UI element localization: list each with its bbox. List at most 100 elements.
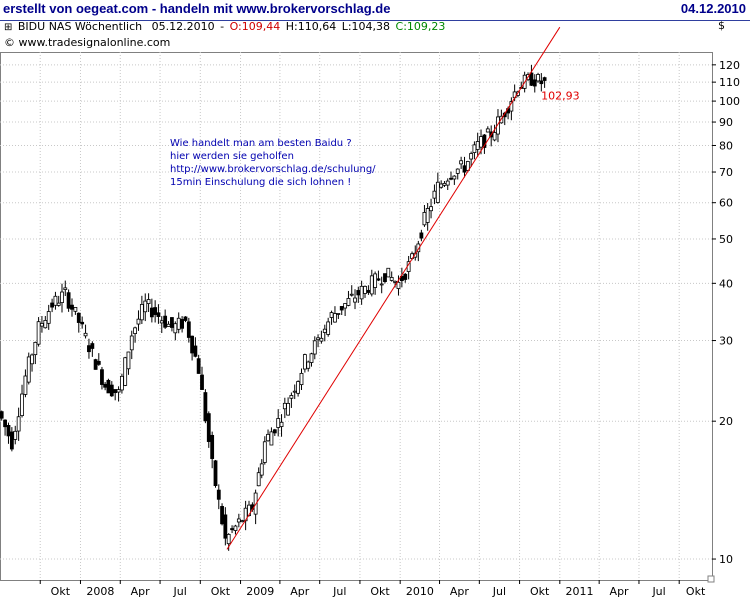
candle-body xyxy=(16,416,21,432)
candle-body xyxy=(383,273,387,283)
candle-body xyxy=(276,418,281,428)
candle-body xyxy=(416,243,421,253)
candle-body xyxy=(439,183,444,188)
annotation-line: Wie handelt man am besten Baidu ? xyxy=(170,138,352,149)
candle-body xyxy=(286,402,291,416)
candle-body xyxy=(123,357,128,386)
candle-body xyxy=(469,153,474,160)
y-tick-label: 90 xyxy=(719,116,733,129)
candle-body xyxy=(170,317,174,328)
candle-body xyxy=(180,319,185,329)
candle-body xyxy=(256,472,261,487)
candle-body xyxy=(262,441,267,463)
y-tick-label: 30 xyxy=(719,335,733,348)
candle-body xyxy=(23,375,28,395)
candle-body xyxy=(149,307,154,318)
candle-body xyxy=(46,311,51,324)
candle-body xyxy=(282,402,287,410)
candle-body xyxy=(432,190,437,199)
bar-date: 05.12.2010 xyxy=(151,20,215,33)
candle-body xyxy=(216,489,221,500)
candle-body xyxy=(329,312,334,318)
candle-body xyxy=(435,181,440,203)
candle-body xyxy=(80,321,85,325)
candle-body xyxy=(203,392,208,422)
candle-body xyxy=(233,525,238,531)
candle-body xyxy=(496,116,500,135)
candle-body xyxy=(422,212,427,226)
candle-body xyxy=(166,323,171,327)
candle-body xyxy=(316,337,320,341)
candle-body xyxy=(20,393,24,417)
candle-body xyxy=(73,307,78,312)
candle-body xyxy=(309,353,314,363)
candle-body xyxy=(359,285,364,300)
x-tick-label: 2008 xyxy=(86,585,114,598)
candle-body xyxy=(532,79,537,87)
y-tick-label: 60 xyxy=(719,197,733,210)
trendline-value-label: 102,93 xyxy=(541,89,580,102)
candle-body xyxy=(442,183,447,186)
candle-body xyxy=(0,411,4,419)
y-tick-label: 10 xyxy=(719,553,733,566)
x-tick-label: 2011 xyxy=(565,585,593,598)
candle-body xyxy=(353,297,357,303)
candle-body xyxy=(386,267,391,278)
candle-body xyxy=(60,291,64,303)
candle-body xyxy=(30,354,34,365)
resize-grip-icon xyxy=(707,575,715,583)
y-tick-label: 20 xyxy=(719,415,733,428)
currency-label: $ xyxy=(718,19,725,32)
x-tick-label: Apr xyxy=(131,585,151,598)
y-tick-label: 110 xyxy=(719,76,740,89)
candle-body xyxy=(6,424,11,437)
trendline xyxy=(226,26,561,550)
x-tick-label: Jul xyxy=(651,585,665,598)
candle-body xyxy=(462,165,467,173)
x-tick-label: Apr xyxy=(450,585,470,598)
y-tick-label: 40 xyxy=(719,277,733,290)
candle-body xyxy=(393,280,397,283)
candle-body xyxy=(336,313,341,315)
candle-body xyxy=(36,321,41,345)
candle-body xyxy=(33,341,38,356)
candle-body xyxy=(129,335,134,351)
candle-body xyxy=(126,351,131,370)
candle-body xyxy=(472,144,477,153)
candle-symbol-icon: ⊞ xyxy=(4,22,13,33)
candle-body xyxy=(163,315,168,328)
candle-body xyxy=(186,321,191,338)
candle-body xyxy=(240,520,245,523)
candle-body xyxy=(455,168,460,174)
candle-body xyxy=(452,175,457,180)
x-tick-label: Jul xyxy=(492,585,506,598)
promo-annotation: Wie handelt man am besten Baidu ? hier w… xyxy=(170,137,376,189)
candle-body xyxy=(13,430,18,440)
candle-body xyxy=(349,293,354,296)
candle-body xyxy=(272,429,277,434)
candle-body xyxy=(266,433,270,442)
candle-body xyxy=(176,317,181,330)
candle-body xyxy=(475,141,480,150)
y-tick-label: 80 xyxy=(719,139,733,152)
candle-series xyxy=(0,64,547,551)
candle-body xyxy=(403,273,408,280)
candle-body xyxy=(226,534,231,545)
candle-body xyxy=(113,389,118,394)
candle-body xyxy=(425,208,430,223)
candle-body xyxy=(100,369,104,385)
instrument-header: ⊞ BIDU NAS Wöchentlich 05.12.2010 - O:10… xyxy=(4,20,447,36)
candle-body xyxy=(70,304,74,310)
candle-body xyxy=(312,340,317,355)
title-date: 04.12.2010 xyxy=(680,1,746,16)
plot-frame xyxy=(0,52,713,581)
candle-body xyxy=(190,335,195,354)
instrument-name: BIDU NAS Wöchentlich xyxy=(17,20,143,33)
candle-body xyxy=(3,419,7,428)
x-tick-label: Okt xyxy=(51,585,71,598)
candle-body xyxy=(429,206,433,212)
candle-body xyxy=(87,345,91,353)
x-tick-label: Apr xyxy=(290,585,310,598)
candle-body xyxy=(156,312,161,317)
candle-body xyxy=(106,379,111,394)
